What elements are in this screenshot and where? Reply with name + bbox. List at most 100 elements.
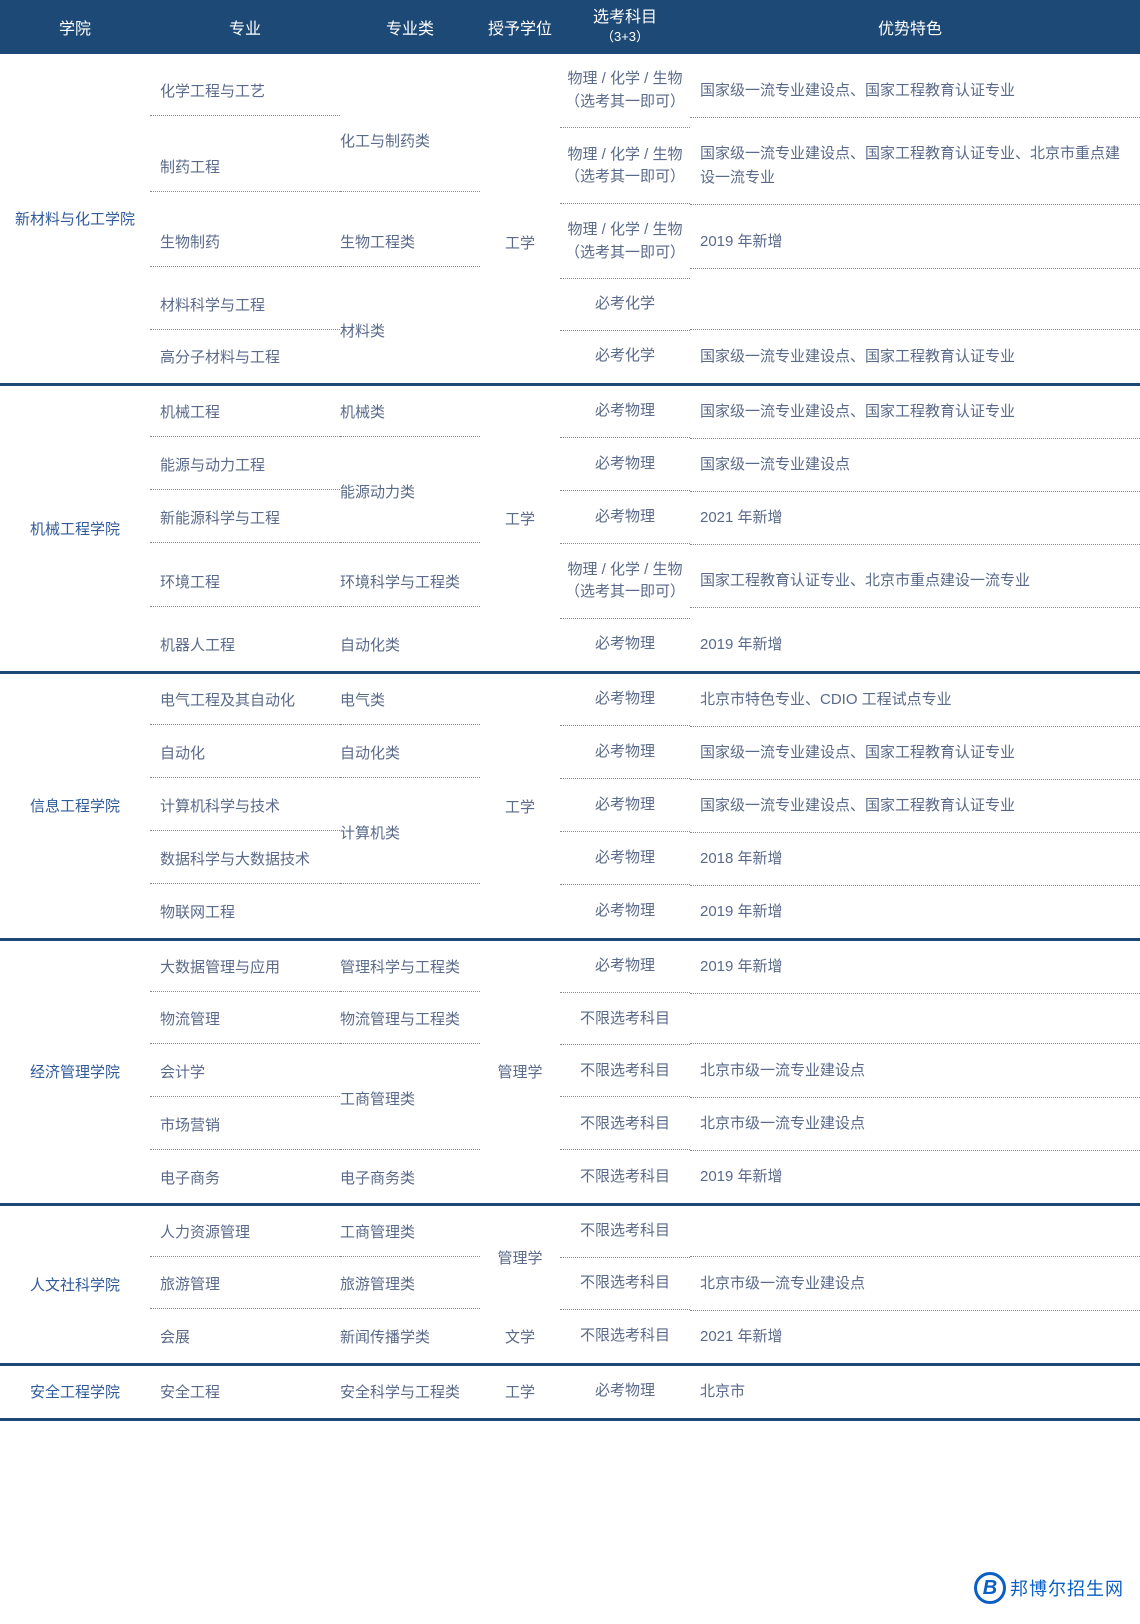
cell-degree [480, 834, 560, 884]
cell-subject: 不限选考科目 [560, 994, 690, 1046]
cell-subject: 必考物理 [560, 619, 690, 670]
cell-major: 会展 [150, 1312, 340, 1362]
table-header: 学院 专业 专业类 授予学位 选考科目 （3+3） 优势特色 [0, 0, 1140, 54]
cell-category: 工商管理类 [340, 1207, 480, 1257]
table-row: 环境工程环境科学与工程类物理 / 化学 / 生物（选考其一即可）国家工程教育认证… [150, 545, 1140, 619]
table-row: 数据科学与大数据技术计算机类必考物理2018 年新增 [150, 833, 1140, 886]
table-row: 电子商务电子商务类不限选考科目2019 年新增 [150, 1151, 1140, 1203]
cell-subject: 必考化学 [560, 331, 690, 382]
cell-degree [480, 332, 560, 382]
cell-category [340, 887, 480, 937]
cell-degree: 文学 [480, 1312, 560, 1362]
college-block: 人文社科学院人力资源管理工商管理类不限选考科目旅游管理旅游管理类管理学不限选考科… [0, 1206, 1140, 1366]
cell-degree [480, 1100, 560, 1150]
college-block: 安全工程学院安全工程安全科学与工程类工学必考物理北京市 [0, 1366, 1140, 1421]
cell-major: 物流管理 [150, 994, 340, 1044]
college-name: 信息工程学院 [0, 674, 150, 938]
cell-major: 电气工程及其自动化 [150, 675, 340, 725]
cell-major: 生物制药 [150, 217, 340, 267]
cell-feature: 2019 年新增 [690, 619, 1140, 671]
cell-category: 管理科学与工程类 [340, 942, 480, 992]
cell-subject: 不限选考科目 [560, 1258, 690, 1310]
college-name: 新材料与化工学院 [0, 54, 150, 383]
cell-category: 环境科学与工程类 [340, 557, 480, 607]
cell-feature: 国家级一流专业建设点 [690, 439, 1140, 492]
table-row: 电气工程及其自动化电气类必考物理北京市特色专业、CDIO 工程试点专业 [150, 674, 1140, 727]
cell-feature [690, 1207, 1140, 1257]
cell-feature: 国家级一流专业建设点、国家工程教育认证专业、北京市重点建设一流专业 [690, 128, 1140, 205]
cell-subject: 物理 / 化学 / 生物（选考其一即可） [560, 205, 690, 279]
cell-major: 环境工程 [150, 557, 340, 607]
cell-degree [480, 942, 560, 992]
cell-major: 数据科学与大数据技术 [150, 834, 340, 884]
college-name: 机械工程学院 [0, 386, 150, 671]
table-row: 自动化自动化类必考物理国家级一流专业建设点、国家工程教育认证专业 [150, 727, 1140, 780]
cell-degree: 工学 [480, 781, 560, 831]
table-row: 会计学管理学不限选考科目北京市级一流专业建设点 [150, 1045, 1140, 1098]
cell-subject: 必考物理 [560, 727, 690, 779]
table-row: 安全工程安全科学与工程类工学必考物理北京市 [150, 1366, 1140, 1418]
table-row: 高分子材料与工程材料类必考化学国家级一流专业建设点、国家工程教育认证专业 [150, 331, 1140, 383]
cell-category: 工商管理类 [340, 1100, 480, 1150]
watermark-icon: B [974, 1572, 1006, 1604]
cell-feature: 2019 年新增 [690, 216, 1140, 269]
college-block: 新材料与化工学院化学工程与工艺物理 / 化学 / 生物（选考其一即可）国家级一流… [0, 54, 1140, 386]
cell-subject: 必考化学 [560, 279, 690, 331]
cell-major: 旅游管理 [150, 1259, 340, 1309]
header-college: 学院 [0, 15, 150, 39]
cell-subject: 物理 / 化学 / 生物（选考其一即可） [560, 54, 690, 128]
cell-subject: 必考物理 [560, 439, 690, 491]
cell-subject: 物理 / 化学 / 生物（选考其一即可） [560, 130, 690, 204]
cell-feature: 2019 年新增 [690, 941, 1140, 994]
cell-subject: 必考物理 [560, 1366, 690, 1417]
cell-major: 物联网工程 [150, 887, 340, 937]
college-block: 信息工程学院电气工程及其自动化电气类必考物理北京市特色专业、CDIO 工程试点专… [0, 674, 1140, 941]
header-degree: 授予学位 [480, 15, 560, 39]
cell-category: 自动化类 [340, 620, 480, 670]
cell-feature: 国家级一流专业建设点、国家工程教育认证专业 [690, 65, 1140, 118]
cell-major: 市场营销 [150, 1100, 340, 1150]
watermark-text: 邦博尔招生网 [1010, 1575, 1124, 1601]
cell-major: 高分子材料与工程 [150, 332, 340, 382]
table-row: 化学工程与工艺物理 / 化学 / 生物（选考其一即可）国家级一流专业建设点、国家… [150, 54, 1140, 128]
header-subject-line2: （3+3） [560, 29, 690, 46]
cell-feature: 国家级一流专业建设点、国家工程教育认证专业 [690, 727, 1140, 780]
cell-feature: 国家级一流专业建设点、国家工程教育认证专业 [690, 386, 1140, 439]
cell-category: 物流管理与工程类 [340, 994, 480, 1044]
cell-degree: 工学 [480, 217, 560, 267]
table-row: 会展新闻传播学类文学不限选考科目2021 年新增 [150, 1311, 1140, 1363]
college-block: 机械工程学院机械工程机械类必考物理国家级一流专业建设点、国家工程教育认证专业能源… [0, 386, 1140, 674]
cell-subject: 必考物理 [560, 833, 690, 885]
table-row: 计算机科学与技术工学必考物理国家级一流专业建设点、国家工程教育认证专业 [150, 780, 1140, 833]
college-name: 经济管理学院 [0, 941, 150, 1204]
cell-feature: 2021 年新增 [690, 1311, 1140, 1363]
cell-degree [480, 557, 560, 607]
cell-subject: 必考物理 [560, 492, 690, 544]
table-row: 能源与动力工程 必考物理国家级一流专业建设点 [150, 439, 1140, 492]
cell-category: 电气类 [340, 675, 480, 725]
cell-feature: 北京市级一流专业建设点 [690, 1098, 1140, 1151]
cell-subject: 不限选考科目 [560, 1099, 690, 1151]
cell-major: 能源与动力工程 [150, 440, 340, 490]
header-feature: 优势特色 [690, 15, 1140, 39]
cell-major: 新能源科学与工程 [150, 493, 340, 543]
cell-degree [480, 142, 560, 192]
cell-degree [480, 620, 560, 670]
cell-degree [480, 387, 560, 437]
cell-feature: 国家工程教育认证专业、北京市重点建设一流专业 [690, 555, 1140, 608]
cell-major: 人力资源管理 [150, 1207, 340, 1257]
cell-degree [480, 887, 560, 937]
watermark: B 邦博尔招生网 [968, 1570, 1130, 1606]
cell-degree [480, 675, 560, 725]
table-row: 旅游管理旅游管理类管理学不限选考科目北京市级一流专业建设点 [150, 1258, 1140, 1311]
cell-subject: 不限选考科目 [560, 1206, 690, 1258]
table-row: 市场营销工商管理类 不限选考科目北京市级一流专业建设点 [150, 1098, 1140, 1151]
cell-feature [690, 994, 1140, 1044]
cell-major: 会计学 [150, 1047, 340, 1097]
table-row: 物流管理物流管理与工程类 不限选考科目 [150, 994, 1140, 1046]
cell-major: 大数据管理与应用 [150, 942, 340, 992]
cell-subject: 不限选考科目 [560, 1046, 690, 1098]
cell-degree: 工学 [480, 1367, 560, 1417]
cell-feature: 2019 年新增 [690, 1151, 1140, 1203]
college-name: 人文社科学院 [0, 1206, 150, 1363]
